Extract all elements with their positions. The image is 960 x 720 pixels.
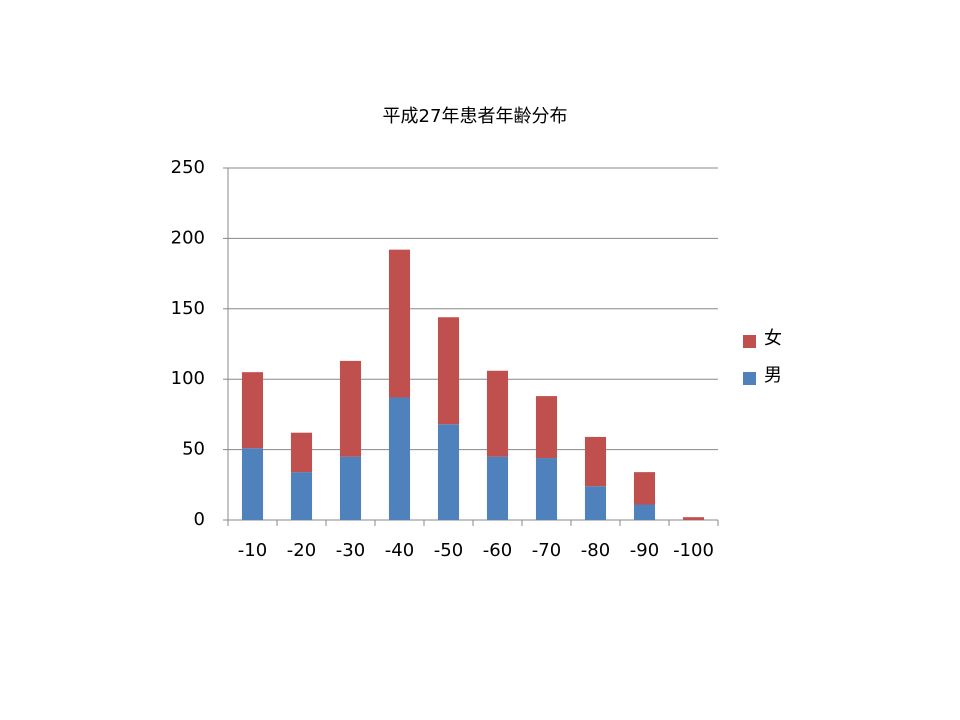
x-tick-label: -20 bbox=[287, 540, 316, 561]
x-tick-label: -30 bbox=[336, 540, 365, 561]
y-tick-label: 50 bbox=[182, 439, 205, 460]
legend-swatch bbox=[743, 335, 756, 348]
x-tick-label: -40 bbox=[385, 540, 414, 561]
y-tick-label: 200 bbox=[171, 227, 205, 248]
bar-segment bbox=[241, 372, 264, 449]
x-tick-label: -80 bbox=[581, 540, 610, 561]
bar-segment bbox=[388, 249, 411, 398]
x-tick-label: -100 bbox=[673, 540, 714, 561]
bar-segment bbox=[437, 424, 460, 520]
bar-segment bbox=[535, 396, 558, 459]
x-tick-label: -10 bbox=[238, 540, 267, 561]
legend-swatch bbox=[743, 372, 756, 385]
bar-segment bbox=[682, 517, 705, 520]
y-tick-label: 100 bbox=[171, 368, 205, 389]
bar-segment bbox=[486, 370, 509, 457]
y-tick-label: 0 bbox=[194, 509, 205, 530]
bar-segment bbox=[339, 456, 362, 520]
x-tick-label: -70 bbox=[532, 540, 561, 561]
x-tick-label: -50 bbox=[434, 540, 463, 561]
bar-segment bbox=[290, 472, 313, 520]
bar-segment bbox=[339, 360, 362, 457]
bar-segment bbox=[437, 317, 460, 425]
chart-title: 平成27年患者年齢分布 bbox=[383, 106, 568, 127]
bar-segment bbox=[290, 432, 313, 473]
bar-segment bbox=[535, 458, 558, 520]
bar-segment bbox=[584, 486, 607, 520]
bar-segment bbox=[388, 397, 411, 520]
bar-segment bbox=[241, 448, 264, 520]
bar-segment bbox=[633, 472, 656, 505]
x-tick-label: -90 bbox=[630, 540, 659, 561]
y-tick-label: 150 bbox=[171, 298, 205, 319]
legend-label: 女 bbox=[764, 328, 782, 349]
legend-label: 男 bbox=[764, 365, 782, 386]
bar-segment bbox=[584, 436, 607, 487]
y-tick-label: 250 bbox=[171, 157, 205, 178]
x-tick-label: -60 bbox=[483, 540, 512, 561]
bar-segment bbox=[486, 456, 509, 520]
bar-segment bbox=[633, 504, 656, 520]
